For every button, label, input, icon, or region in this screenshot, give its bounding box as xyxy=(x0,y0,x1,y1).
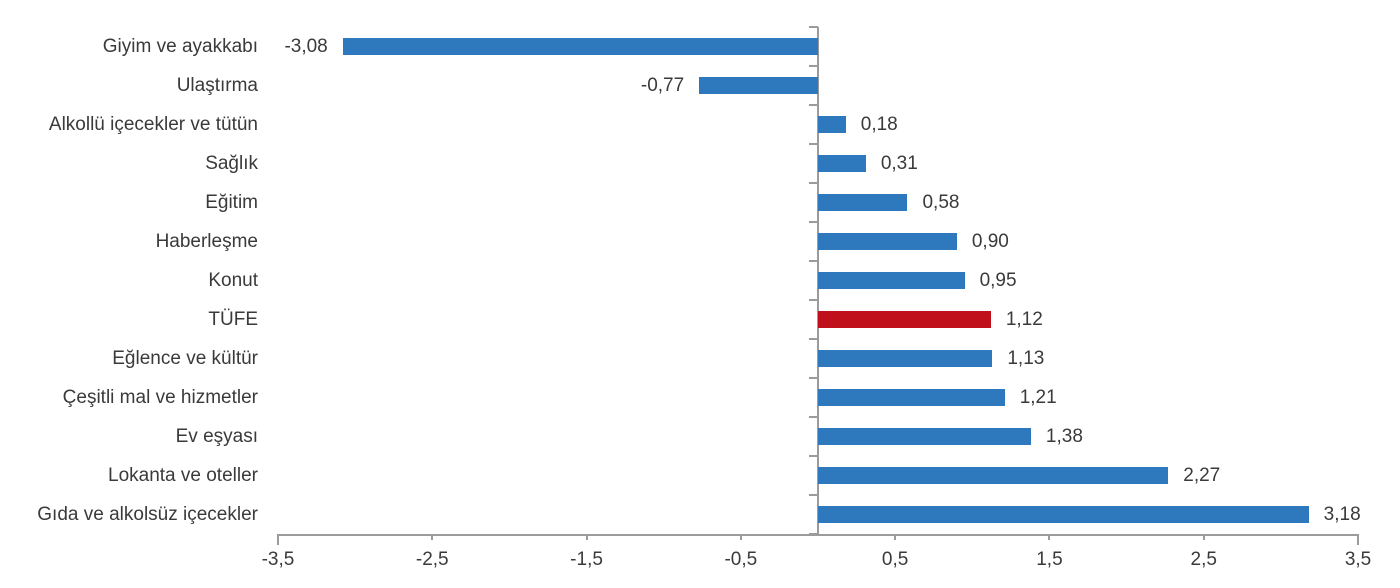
value-label: 0,90 xyxy=(971,230,1009,252)
y-axis-tick xyxy=(809,182,818,184)
value-label: 1,12 xyxy=(1005,308,1043,330)
bar xyxy=(818,506,1309,523)
x-axis-tick xyxy=(276,534,279,545)
category-label: Ulaştırma xyxy=(176,74,258,96)
y-axis-tick xyxy=(809,299,818,301)
x-axis-tick xyxy=(1202,534,1205,540)
value-label: 1,21 xyxy=(1019,386,1057,408)
y-axis-tick xyxy=(809,533,818,535)
bar xyxy=(818,389,1005,406)
bar xyxy=(818,272,965,289)
y-axis-tick xyxy=(809,260,818,262)
x-axis-tick-label: 1,5 xyxy=(1036,549,1063,570)
value-label: 0,58 xyxy=(922,191,960,213)
bar xyxy=(818,428,1031,445)
x-axis-tick-label: 2,5 xyxy=(1190,549,1217,570)
value-label: 1,13 xyxy=(1007,347,1045,369)
x-axis-tick-label: -3,5 xyxy=(261,549,295,570)
y-axis-tick xyxy=(809,494,818,496)
y-axis-tick xyxy=(809,455,818,457)
value-label: -0,77 xyxy=(640,74,685,96)
bar xyxy=(342,38,818,55)
category-label: Konut xyxy=(208,269,258,291)
x-axis-tick xyxy=(585,534,588,540)
x-axis-tick xyxy=(1048,534,1051,540)
bar xyxy=(818,467,1169,484)
category-label: Çeşitli mal ve hizmetler xyxy=(62,386,258,408)
x-axis-line xyxy=(276,534,1360,536)
category-label: Eğitim xyxy=(205,191,258,213)
y-axis-tick xyxy=(809,104,818,106)
y-axis-tick xyxy=(809,338,818,340)
x-axis-tick-label: -2,5 xyxy=(415,549,449,570)
category-label: Giyim ve ayakkabı xyxy=(102,35,258,57)
x-axis-tick-label: 0,5 xyxy=(881,549,909,570)
category-label: Alkollü içecekler ve tütün xyxy=(48,113,258,135)
bar-highlight xyxy=(818,311,991,328)
y-axis-tick xyxy=(809,416,818,418)
value-label: 0,95 xyxy=(979,269,1017,291)
x-axis-tick-label: -1,5 xyxy=(570,549,603,570)
y-axis-tick xyxy=(809,143,818,145)
x-axis-tick xyxy=(894,534,897,540)
value-label: 3,18 xyxy=(1323,503,1361,525)
bar xyxy=(818,350,993,367)
category-label: Haberleşme xyxy=(155,230,258,252)
value-label: 2,27 xyxy=(1183,464,1221,486)
x-axis-tick-label: -0,5 xyxy=(724,549,758,570)
y-axis-tick xyxy=(809,26,818,28)
y-axis-tick xyxy=(809,221,818,223)
value-label: 0,18 xyxy=(860,113,898,135)
value-label: 0,31 xyxy=(880,152,918,174)
x-axis-tick xyxy=(431,534,434,540)
x-axis-tick xyxy=(1357,534,1360,545)
category-label: Lokanta ve oteller xyxy=(108,464,258,486)
y-axis-tick xyxy=(809,65,818,67)
bar xyxy=(818,194,908,211)
bar xyxy=(818,155,866,172)
x-axis-tick xyxy=(739,534,742,540)
x-axis-tick-label: 3,5 xyxy=(1344,549,1372,570)
bar xyxy=(818,233,957,250)
category-label: Gıda ve alkolsüz içecekler xyxy=(37,503,258,525)
category-label: TÜFE xyxy=(208,308,258,330)
bar xyxy=(818,116,846,133)
y-axis-tick xyxy=(809,377,818,379)
category-label: Eğlence ve kültür xyxy=(112,347,258,369)
bar xyxy=(699,77,818,94)
category-label: Ev eşyası xyxy=(175,425,258,447)
category-label: Sağlık xyxy=(205,152,258,174)
value-label: -3,08 xyxy=(284,35,328,57)
value-label: 1,38 xyxy=(1045,425,1083,447)
